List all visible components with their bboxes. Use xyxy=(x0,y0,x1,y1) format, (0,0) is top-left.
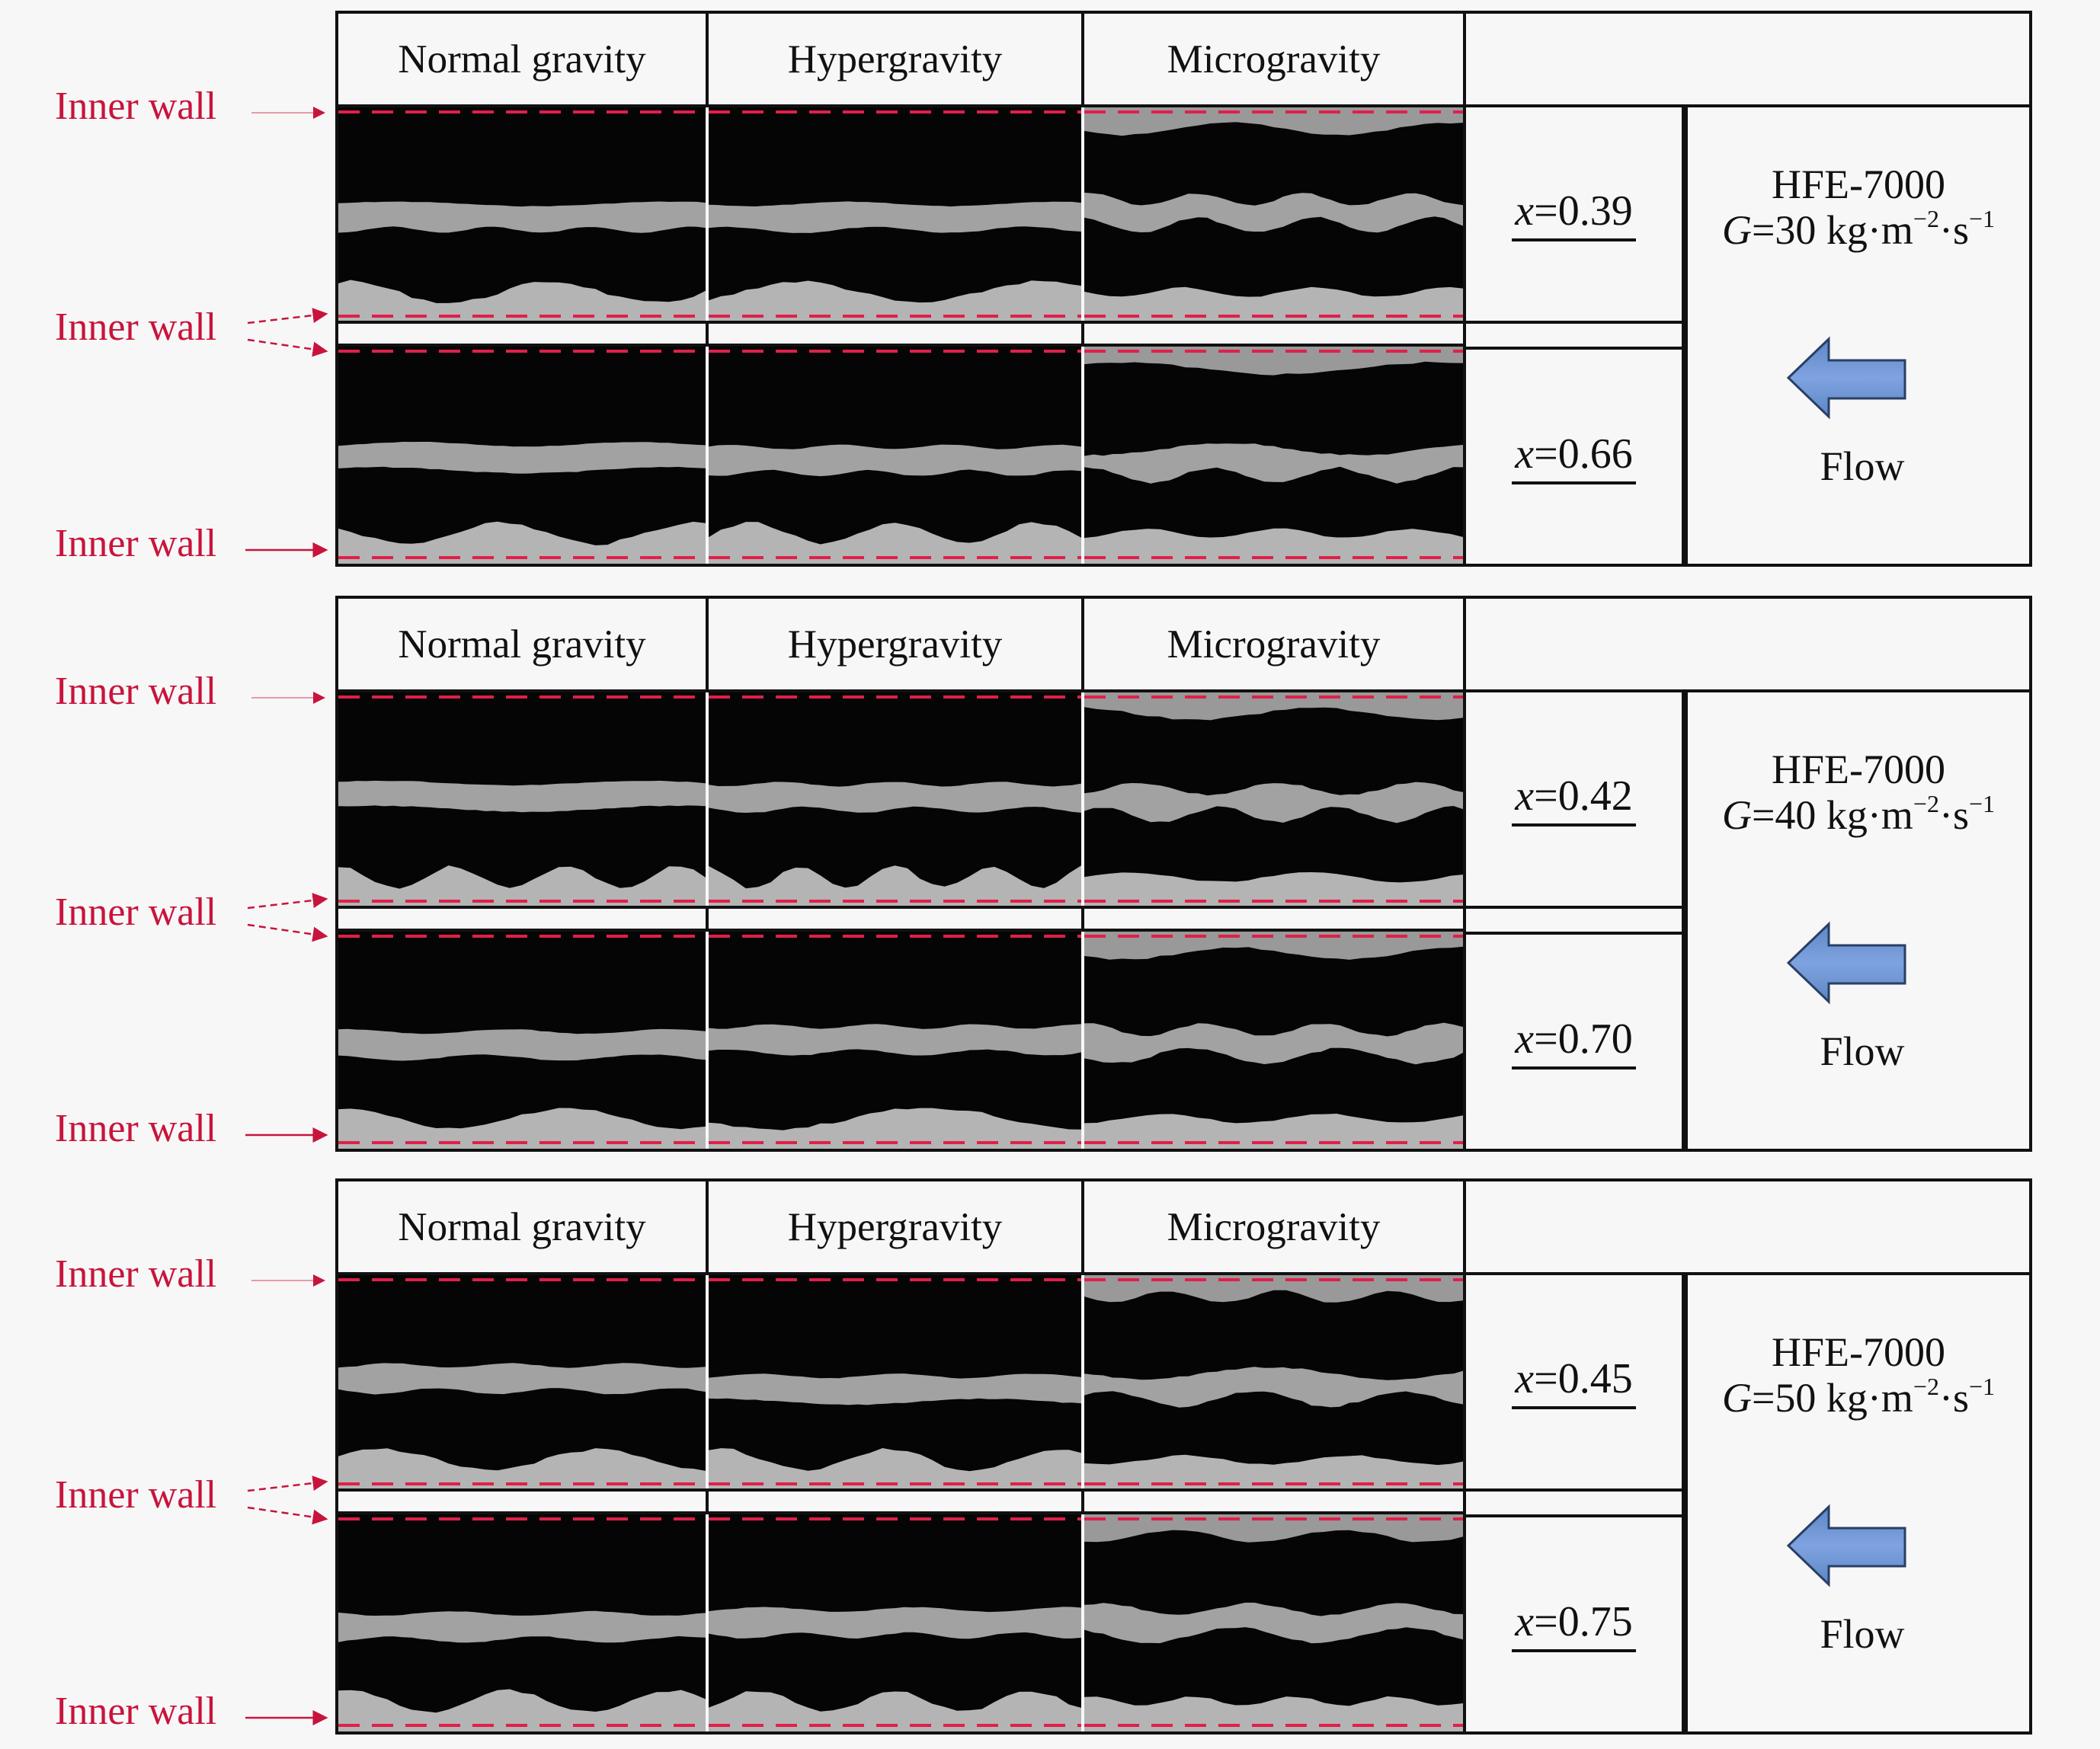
header-label: Hypergravity xyxy=(787,622,1003,667)
conditions-cell: HFE-7000 G=30 kg·m−2·s−1 Flow xyxy=(1685,104,2032,567)
flow-image-hyper-upper xyxy=(709,107,1081,322)
flow-image-hyper-lower xyxy=(709,347,1081,564)
inner-wall-arrows xyxy=(245,107,328,558)
inner-wall-label-top: Inner wall xyxy=(55,85,217,128)
flow-image-micro-lower xyxy=(1084,1514,1463,1731)
quality-label: x=0.42 xyxy=(1512,772,1636,827)
quality-cell-upper: x=0.42 xyxy=(1463,689,1685,909)
flow-panel: Normal gravity Hypergravity Microgravity… xyxy=(335,1178,2032,1735)
inner-wall-arrows xyxy=(245,1274,328,1725)
header-label: Microgravity xyxy=(1167,1204,1381,1249)
quality-cell-upper: x=0.39 xyxy=(1463,104,1685,324)
inner-wall-label-middle: Inner wall xyxy=(55,890,217,934)
flow-image-micro-upper xyxy=(1084,107,1463,322)
header-normal-gravity: Normal gravity xyxy=(335,596,709,692)
conditions-cell: HFE-7000 G=40 kg·m−2·s−1 Flow xyxy=(1685,689,2032,1152)
row-separator xyxy=(1081,321,1466,347)
inner-wall-label-middle: Inner wall xyxy=(55,305,217,349)
inner-wall-annotations: Inner wall Inner wall Inner wall xyxy=(0,11,335,567)
header-microgravity: Microgravity xyxy=(1081,596,1466,692)
inner-wall-arrows xyxy=(245,692,328,1143)
quality-label: x=0.45 xyxy=(1512,1354,1636,1409)
header-label: Normal gravity xyxy=(398,1204,646,1249)
header-microgravity: Microgravity xyxy=(1081,1178,1466,1275)
flow-panel: Normal gravity Hypergravity Microgravity… xyxy=(335,596,2032,1152)
mass-flux-label: G=50 kg·m−2·s−1 xyxy=(1721,1373,1996,1421)
inner-wall-annotations: Inner wall Inner wall Inner wall xyxy=(0,596,335,1152)
header-hypergravity: Hypergravity xyxy=(706,1178,1084,1275)
header-label: Normal gravity xyxy=(398,37,646,82)
header-label: Hypergravity xyxy=(787,1204,1003,1249)
inner-wall-label-bottom: Inner wall xyxy=(55,1107,217,1150)
header-hypergravity: Hypergravity xyxy=(706,596,1084,692)
header-hypergravity: Hypergravity xyxy=(706,11,1084,107)
flow-image-normal-upper xyxy=(338,107,706,322)
header-normal-gravity: Normal gravity xyxy=(335,11,709,107)
header-label: Hypergravity xyxy=(787,37,1003,82)
mass-flux-label: G=40 kg·m−2·s−1 xyxy=(1721,790,1996,838)
row-separator xyxy=(706,1488,1084,1514)
inner-wall-label-top: Inner wall xyxy=(55,670,217,713)
fluid-name: HFE-7000 xyxy=(1772,1329,1945,1375)
quality-label: x=0.39 xyxy=(1512,187,1636,241)
flow-image-normal-upper xyxy=(338,692,706,907)
quality-label: x=0.75 xyxy=(1512,1597,1636,1652)
header-microgravity: Microgravity xyxy=(1081,11,1466,107)
header-label: Microgravity xyxy=(1167,37,1381,82)
flow-image-micro-lower xyxy=(1084,932,1463,1149)
row-separator xyxy=(1081,906,1466,932)
inner-wall-label-middle: Inner wall xyxy=(55,1473,217,1517)
header-label: Normal gravity xyxy=(398,622,646,667)
flow-image-normal-upper xyxy=(338,1275,706,1490)
inner-wall-label-top: Inner wall xyxy=(55,1252,217,1296)
flow-image-micro-upper xyxy=(1084,692,1463,907)
inner-wall-label-bottom: Inner wall xyxy=(55,1690,217,1733)
arrow-left-icon xyxy=(1787,336,1906,420)
inner-wall-label-bottom: Inner wall xyxy=(55,522,217,565)
flow-label: Flow xyxy=(1820,1028,1905,1074)
flow-image-hyper-upper xyxy=(709,692,1081,907)
flow-image-micro-upper xyxy=(1084,1275,1463,1490)
flow-label: Flow xyxy=(1820,443,1905,489)
quality-cell-lower: x=0.70 xyxy=(1463,932,1685,1152)
flow-image-normal-lower xyxy=(338,1514,706,1731)
conditions-cell: HFE-7000 G=50 kg·m−2·s−1 Flow xyxy=(1685,1272,2032,1735)
flow-image-micro-lower xyxy=(1084,347,1463,564)
quality-cell-gap xyxy=(1463,321,1685,350)
flow-image-hyper-lower xyxy=(709,1514,1081,1731)
quality-label: x=0.70 xyxy=(1512,1015,1636,1070)
mass-flux-label: G=30 kg·m−2·s−1 xyxy=(1721,205,1996,253)
quality-label: x=0.66 xyxy=(1512,430,1636,484)
arrow-left-icon xyxy=(1787,1504,1906,1588)
fluid-name: HFE-7000 xyxy=(1772,161,1945,207)
flow-image-hyper-upper xyxy=(709,1275,1081,1490)
quality-cell-gap xyxy=(1463,906,1685,935)
flow-image-normal-lower xyxy=(338,932,706,1149)
row-separator xyxy=(706,321,1084,347)
row-separator xyxy=(1081,1488,1466,1514)
inner-wall-annotations: Inner wall Inner wall Inner wall xyxy=(0,1178,335,1735)
header-label: Microgravity xyxy=(1167,622,1381,667)
quality-cell-lower: x=0.75 xyxy=(1463,1514,1685,1735)
fluid-name: HFE-7000 xyxy=(1772,747,1945,792)
flow-label: Flow xyxy=(1820,1611,1905,1657)
flow-panel: Normal gravity Hypergravity Microgravity… xyxy=(335,11,2032,567)
row-separator xyxy=(706,906,1084,932)
flow-image-hyper-lower xyxy=(709,932,1081,1149)
quality-cell-upper: x=0.45 xyxy=(1463,1272,1685,1492)
quality-cell-lower: x=0.66 xyxy=(1463,347,1685,567)
arrow-left-icon xyxy=(1787,921,1906,1005)
flow-image-normal-lower xyxy=(338,347,706,564)
quality-cell-gap xyxy=(1463,1488,1685,1517)
